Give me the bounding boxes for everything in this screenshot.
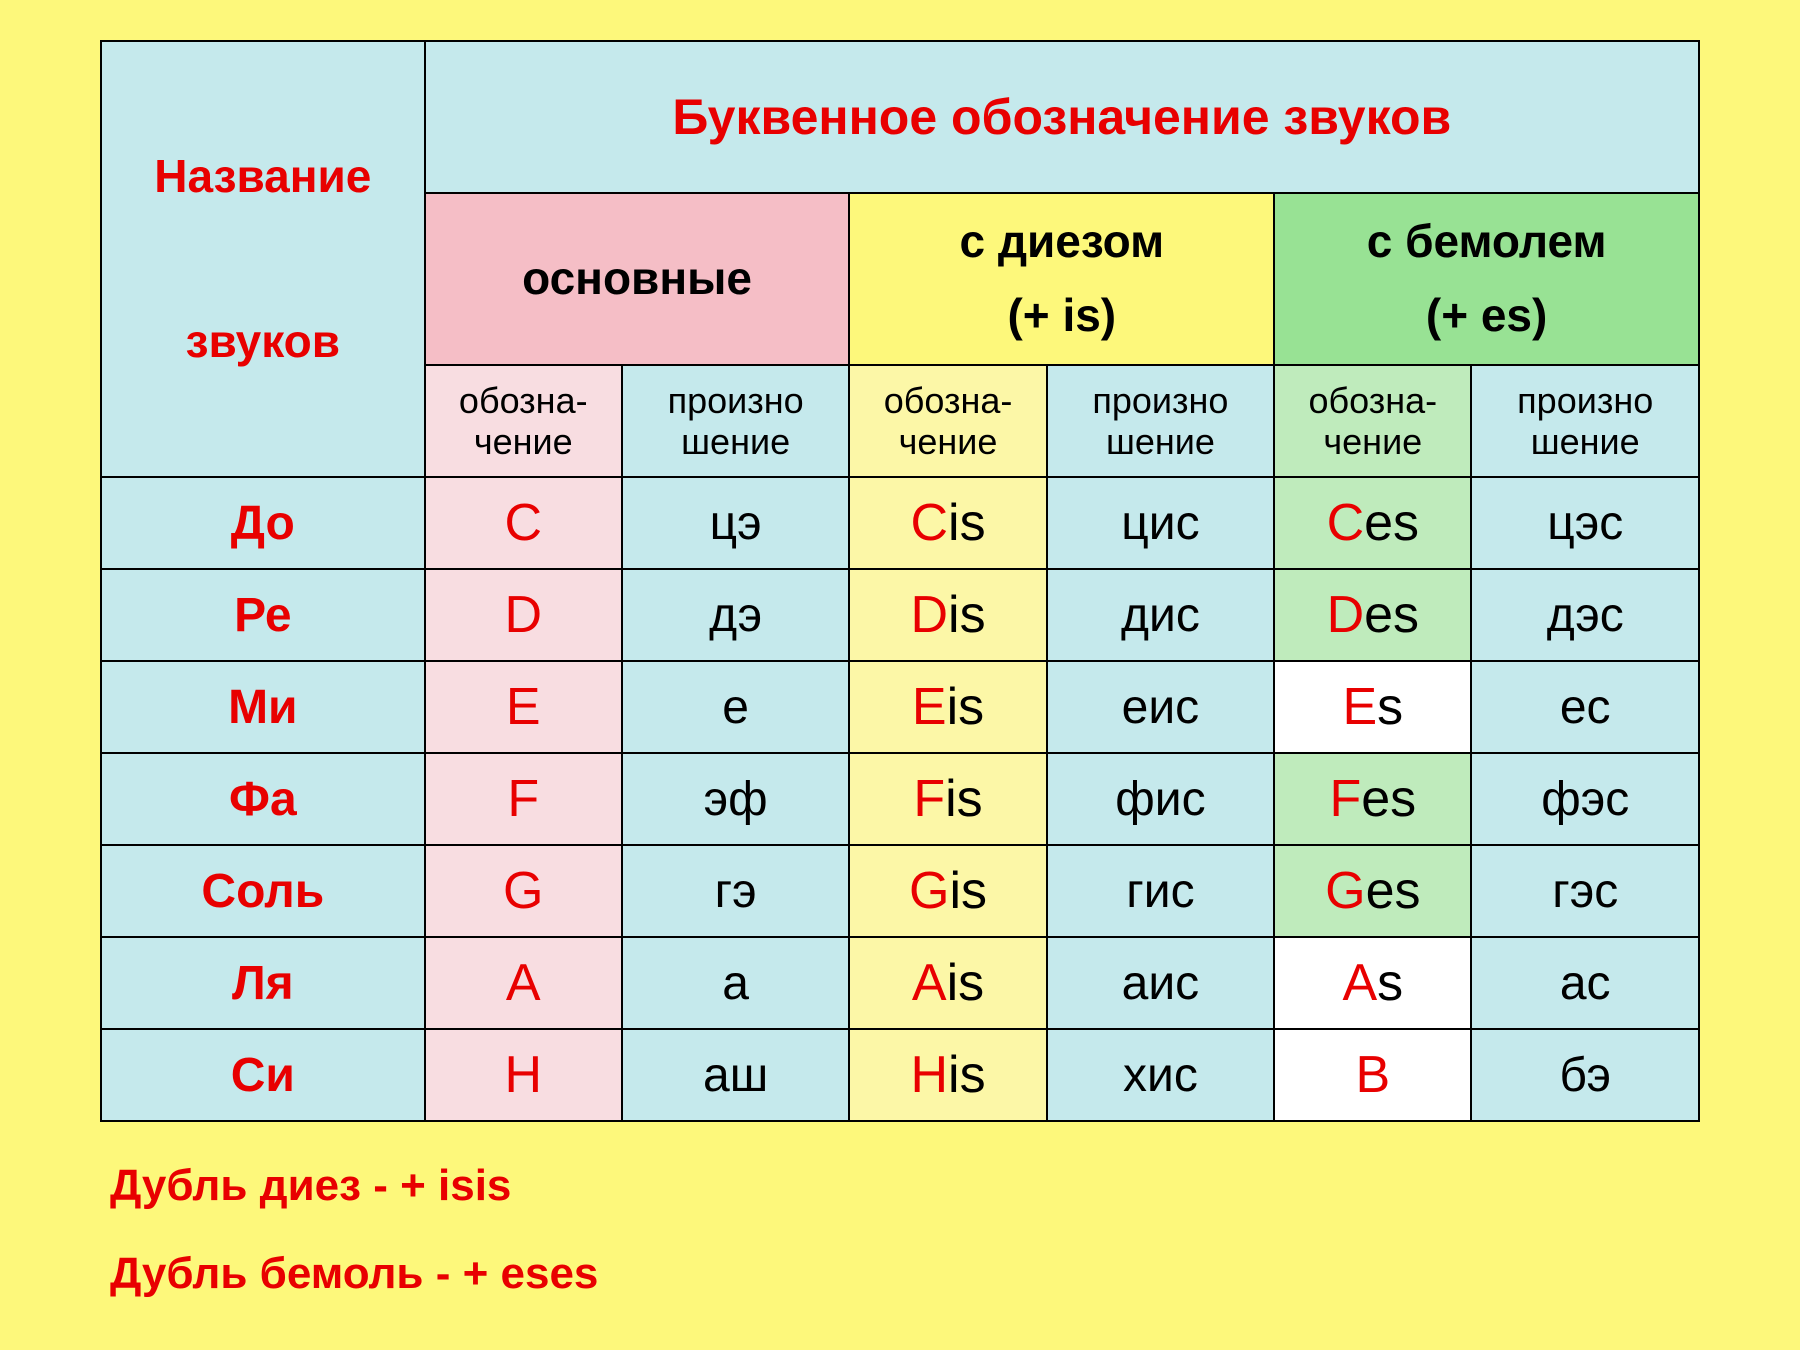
table-row: ДоCцэCisцисCesцэс <box>101 477 1699 569</box>
table-cell: ес <box>1471 661 1699 753</box>
footnote-double-flat: Дубль бемоль - + eses <box>110 1230 1700 1318</box>
table-cell: C <box>425 477 622 569</box>
table-cell: His <box>849 1029 1046 1121</box>
table-cell: еис <box>1047 661 1275 753</box>
table-cell: Gis <box>849 845 1046 937</box>
table-cell: хис <box>1047 1029 1275 1121</box>
table-cell: As <box>1274 937 1471 1029</box>
table-cell: Eis <box>849 661 1046 753</box>
subheader-flat-symbol: обозна-чение <box>1274 365 1471 477</box>
footnotes: Дубль диез - + isis Дубль бемоль - + ese… <box>100 1142 1700 1318</box>
table-cell: цис <box>1047 477 1275 569</box>
header-names-line1: Название <box>154 150 371 202</box>
table-row: СольGгэGisгисGesгэс <box>101 845 1699 937</box>
header-title: Буквенное обозначение звуков <box>425 41 1699 193</box>
table-cell: а <box>622 937 850 1029</box>
table-cell: цэ <box>622 477 850 569</box>
subheader-sharp-symbol: обозна-чение <box>849 365 1046 477</box>
subheader-main-pron: произношение <box>622 365 850 477</box>
header-group-sharp: с диезом (+ is) <box>849 193 1274 365</box>
table-cell: дис <box>1047 569 1275 661</box>
subheader-main-symbol: обозна-чение <box>425 365 622 477</box>
table-cell: Ми <box>101 661 425 753</box>
table-row: МиEеEisеисEsес <box>101 661 1699 753</box>
table-row: РеDдэDisдисDesдэс <box>101 569 1699 661</box>
table-cell: Ais <box>849 937 1046 1029</box>
table-cell: Ges <box>1274 845 1471 937</box>
header-names-line2: звуков <box>186 315 340 367</box>
table-cell: E <box>425 661 622 753</box>
header-sharp-line2: (+ is) <box>1007 289 1116 341</box>
music-notes-table: Название звуков Буквенное обозначение зв… <box>100 40 1700 1122</box>
table-cell: бэ <box>1471 1029 1699 1121</box>
table-cell: ас <box>1471 937 1699 1029</box>
table-cell: Cis <box>849 477 1046 569</box>
table-cell: Dis <box>849 569 1046 661</box>
table-cell: аис <box>1047 937 1275 1029</box>
table-cell: Des <box>1274 569 1471 661</box>
footnote-double-sharp: Дубль диез - + isis <box>110 1142 1700 1230</box>
table-cell: Ре <box>101 569 425 661</box>
table-cell: D <box>425 569 622 661</box>
table-cell: F <box>425 753 622 845</box>
header-flat-line2: (+ es) <box>1426 289 1547 341</box>
table-cell: эф <box>622 753 850 845</box>
header-note-names: Название звуков <box>101 41 425 477</box>
subheader-sharp-pron: произношение <box>1047 365 1275 477</box>
table-cell: Ля <box>101 937 425 1029</box>
table-cell: B <box>1274 1029 1471 1121</box>
table-cell: цэс <box>1471 477 1699 569</box>
header-group-flat: с бемолем (+ es) <box>1274 193 1699 365</box>
subheader-flat-pron: произношение <box>1471 365 1699 477</box>
table-cell: Es <box>1274 661 1471 753</box>
table-cell: Фа <box>101 753 425 845</box>
table-cell: H <box>425 1029 622 1121</box>
table-cell: Си <box>101 1029 425 1121</box>
table-cell: фис <box>1047 753 1275 845</box>
table-cell: аш <box>622 1029 850 1121</box>
table-cell: дэс <box>1471 569 1699 661</box>
table-row: СиHашHisхисBбэ <box>101 1029 1699 1121</box>
table-cell: Fis <box>849 753 1046 845</box>
table-cell: фэс <box>1471 753 1699 845</box>
table-cell: Соль <box>101 845 425 937</box>
table-cell: дэ <box>622 569 850 661</box>
header-sharp-line1: с диезом <box>959 215 1164 267</box>
table-cell: гэс <box>1471 845 1699 937</box>
table-cell: G <box>425 845 622 937</box>
table-cell: Ces <box>1274 477 1471 569</box>
header-group-main: основные <box>425 193 850 365</box>
table-cell: гэ <box>622 845 850 937</box>
table-cell: До <box>101 477 425 569</box>
table-cell: A <box>425 937 622 1029</box>
table-row: ЛяAаAisаисAsас <box>101 937 1699 1029</box>
table-cell: гис <box>1047 845 1275 937</box>
table-row: ФаFэфFisфисFesфэс <box>101 753 1699 845</box>
header-flat-line1: с бемолем <box>1367 215 1607 267</box>
table-cell: Fes <box>1274 753 1471 845</box>
table-cell: е <box>622 661 850 753</box>
